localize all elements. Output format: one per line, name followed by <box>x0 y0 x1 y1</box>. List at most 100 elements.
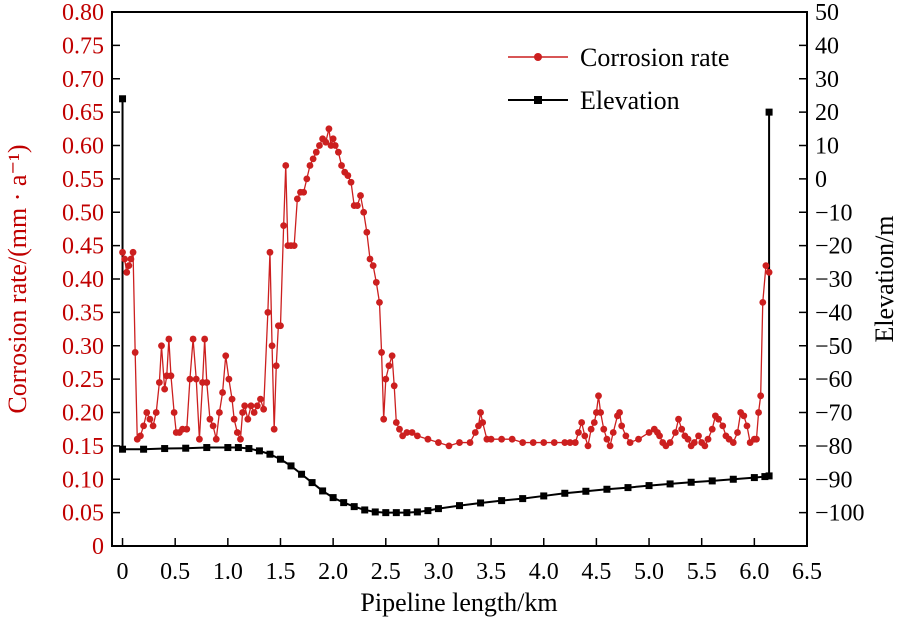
corrosion-rate-point <box>260 405 268 413</box>
plot-frame <box>111 11 808 547</box>
corrosion-rate-point <box>146 415 154 423</box>
left-tick-label: 0 <box>92 534 104 560</box>
corrosion-rate-point <box>435 439 442 446</box>
corrosion-rate-point <box>119 248 126 256</box>
legend-elevation-label: Elevation <box>580 86 680 115</box>
corrosion-rate-point <box>300 188 308 196</box>
corrosion-rate-point <box>595 392 602 400</box>
corrosion-rate-point <box>734 429 741 436</box>
corrosion-rate-point <box>322 138 330 146</box>
corrosion-rate-point <box>123 268 131 276</box>
corrosion-rate-point <box>487 435 495 443</box>
corrosion-rate-point <box>250 409 258 416</box>
elevation-point <box>403 509 411 517</box>
x-tick-labels: 0 0.5 1.0 1.5 2.0 2.5 3.0 3.5 4.0 4.5 5.0 5.5 6.0 6.5 <box>117 559 822 585</box>
corrosion-rate-point <box>597 409 605 416</box>
legend-corrosion-label: Corrosion rate <box>580 43 729 72</box>
corrosion-rate-point <box>477 409 484 416</box>
corrosion-rate-point <box>140 422 147 430</box>
elevation-point <box>765 108 773 116</box>
x-axis-title: Pipeline length/km <box>360 588 557 617</box>
corrosion-rate-point <box>225 375 233 383</box>
elevation-point <box>340 499 348 507</box>
corrosion-rate-point <box>143 409 151 416</box>
corrosion-rate-point <box>765 268 773 276</box>
corrosion-rate-point <box>253 402 261 410</box>
corrosion-rate-point <box>388 352 396 360</box>
corrosion-rate-point <box>165 335 173 343</box>
corrosion-rate-point <box>127 255 135 263</box>
corrosion-rate-point <box>239 409 246 416</box>
left-tick-label: 0.70 <box>62 67 104 93</box>
elevation-point <box>413 508 421 516</box>
corrosion-rate-point <box>380 415 388 423</box>
corrosion-rate-point <box>282 162 290 169</box>
left-tick-label: 0.20 <box>62 401 104 427</box>
corrosion-rate-point <box>424 435 432 443</box>
elevation-point <box>761 473 769 481</box>
elevation-point <box>645 482 653 490</box>
elevation-point <box>266 450 274 458</box>
elevation-point <box>287 462 295 470</box>
corrosion-rate-point <box>155 379 163 386</box>
right-tick-label: 40 <box>815 33 839 59</box>
x-tick-label: 1.5 <box>265 559 295 585</box>
x-tick-label: 5.5 <box>687 559 717 585</box>
corrosion-rate-point <box>344 172 352 179</box>
right-tick-label: −70 <box>815 401 853 427</box>
left-tick-label: 0.65 <box>62 100 104 126</box>
corrosion-rate-point <box>715 415 722 423</box>
elevation-point <box>392 509 400 517</box>
corrosion-rate-point <box>587 425 595 433</box>
corrosion-rate-point <box>622 432 630 440</box>
corrosion-rate-point <box>566 439 574 446</box>
left-tick-label: 0.50 <box>62 200 104 226</box>
corrosion-rate-point <box>363 228 371 236</box>
corrosion-rate-point <box>149 422 157 430</box>
elevation-point <box>255 447 263 455</box>
corrosion-rate-point <box>382 375 390 383</box>
legend-corrosion-marker <box>534 53 542 61</box>
elevation-point <box>329 494 337 502</box>
corrosion-rate-point <box>329 135 337 143</box>
corrosion-rate-point <box>479 419 487 426</box>
x-tick-label: 4.0 <box>529 559 559 585</box>
corrosion-rate-point <box>230 415 238 423</box>
corrosion-rate-point <box>413 432 421 440</box>
elevation-point <box>561 489 569 497</box>
corrosion-rate-point <box>456 439 463 446</box>
right-tick-label: 50 <box>815 0 839 26</box>
corrosion-rate-point <box>312 148 320 156</box>
corrosion-rate-point <box>257 395 264 403</box>
right-tick-label: −20 <box>815 234 853 260</box>
corrosion-rate-point <box>325 125 333 133</box>
corrosion-rate-point <box>600 425 608 433</box>
tick-marks <box>112 11 808 547</box>
corrosion-rate-point <box>498 435 506 443</box>
right-tick-label: −90 <box>815 467 853 493</box>
elevation-point <box>603 485 611 493</box>
legend: Corrosion rate Elevation <box>508 43 729 115</box>
corrosion-rate-point <box>575 429 582 436</box>
corrosion-rate-point <box>578 419 586 426</box>
elevation-point <box>224 444 232 452</box>
x-tick-label: 4.5 <box>581 559 611 585</box>
corrosion-rate-point <box>219 389 226 396</box>
corrosion-rate-point <box>306 162 314 169</box>
left-tick-labels: 0 0.05 0.10 0.15 0.20 0.25 0.30 0.35 0.40 0.45 0.5… <box>62 0 104 560</box>
corrosion-rate-point <box>529 439 537 446</box>
corrosion-rate-point <box>392 419 400 426</box>
elevation-point <box>434 505 442 513</box>
corrosion-rate-point <box>183 425 191 433</box>
legend-elevation-marker <box>534 96 542 104</box>
left-tick-label: 0.35 <box>62 300 104 326</box>
corrosion-rate-point <box>125 262 133 270</box>
corrosion-rate-point <box>203 379 211 386</box>
left-tick-label: 0.55 <box>62 167 104 193</box>
corrosion-rate-point <box>212 435 220 443</box>
corrosion-rate-point <box>445 442 453 450</box>
left-tick-label: 0.25 <box>62 367 104 393</box>
right-tick-label: 30 <box>815 67 839 93</box>
corrosion-rate-point <box>571 439 579 446</box>
left-tick-label: 0.40 <box>62 267 104 293</box>
